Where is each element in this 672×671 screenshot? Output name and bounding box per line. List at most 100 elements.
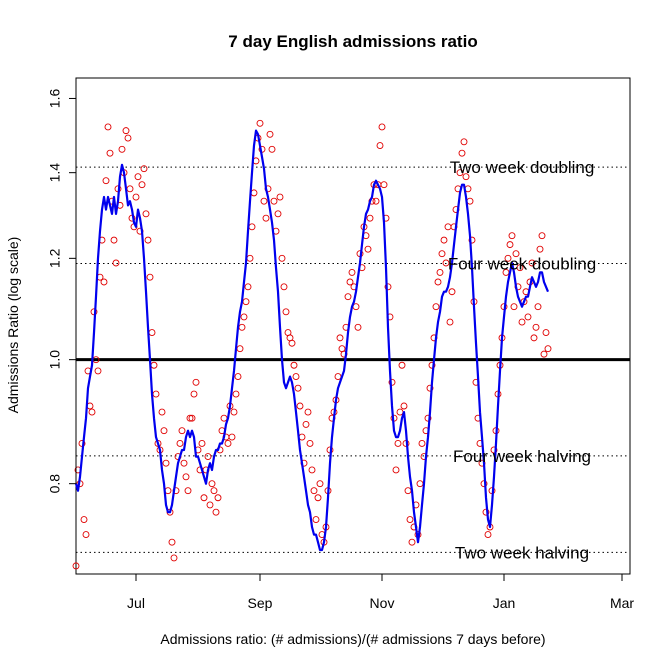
data-point	[144, 236, 152, 244]
data-point	[246, 254, 254, 262]
data-point	[170, 554, 178, 562]
data-point	[444, 223, 452, 231]
reference-line-label: Two week halving	[455, 543, 589, 562]
data-point	[458, 149, 466, 157]
y-tick-label: 1.6	[47, 89, 63, 109]
data-point	[104, 123, 112, 131]
data-point	[456, 169, 464, 177]
data-point	[508, 232, 516, 240]
reference-line-label: Four week halving	[453, 447, 591, 466]
data-point	[372, 197, 380, 205]
data-point	[238, 323, 246, 331]
data-point	[200, 494, 208, 502]
data-point	[184, 487, 192, 495]
data-point	[100, 278, 108, 286]
data-point	[512, 250, 520, 258]
data-point	[316, 480, 324, 488]
data-point	[210, 487, 218, 495]
data-point	[280, 283, 288, 291]
data-point	[220, 414, 228, 422]
data-point	[378, 123, 386, 131]
data-point	[538, 232, 546, 240]
y-tick-label: 0.8	[47, 474, 63, 494]
data-point	[528, 259, 536, 267]
data-point	[396, 408, 404, 416]
data-point	[384, 283, 392, 291]
data-point	[288, 339, 296, 347]
data-point	[432, 303, 440, 311]
data-point	[310, 487, 318, 495]
data-point	[80, 516, 88, 523]
data-point	[544, 345, 552, 353]
data-point	[168, 538, 176, 546]
data-point	[536, 245, 544, 253]
data-point	[88, 408, 96, 416]
data-point	[468, 236, 476, 244]
data-point	[106, 149, 114, 157]
data-point	[406, 516, 414, 523]
data-point	[266, 130, 274, 138]
data-point	[250, 189, 258, 197]
data-point	[404, 487, 412, 495]
data-point	[314, 494, 322, 502]
data-point	[312, 516, 320, 523]
data-point	[94, 367, 102, 375]
data-point	[122, 127, 130, 135]
y-tick-label: 1.0	[47, 350, 63, 370]
data-point	[460, 138, 468, 146]
data-point	[150, 361, 158, 369]
y-tick-label: 1.2	[47, 248, 63, 268]
data-point	[206, 501, 214, 509]
data-point	[448, 288, 456, 296]
data-point	[366, 214, 374, 222]
data-point	[158, 408, 166, 416]
data-point	[344, 293, 352, 301]
data-point	[102, 177, 110, 185]
data-point	[260, 197, 268, 205]
data-point	[490, 446, 498, 454]
data-point	[146, 273, 154, 281]
data-point	[278, 254, 286, 262]
data-point	[124, 134, 132, 142]
data-point	[398, 361, 406, 369]
data-point	[268, 145, 276, 153]
plot-area: Two week doubling Four week doubling Four …	[47, 77, 634, 611]
data-point	[348, 268, 356, 276]
data-point	[296, 402, 304, 410]
data-point	[198, 440, 206, 447]
data-point	[112, 259, 120, 267]
data-point	[466, 197, 474, 205]
data-point	[530, 334, 538, 342]
data-point	[424, 414, 432, 422]
data-point	[436, 268, 444, 276]
data-point	[160, 427, 168, 435]
data-point	[442, 259, 450, 267]
data-point	[110, 236, 118, 244]
data-point	[232, 390, 240, 398]
data-point	[228, 433, 236, 441]
data-point	[306, 440, 314, 447]
data-point	[230, 408, 238, 416]
x-tick-label: Mar	[610, 595, 634, 611]
data-point	[408, 538, 416, 546]
chart-title: 7 day English admissions ratio	[228, 32, 477, 51]
data-point	[416, 480, 424, 488]
data-point	[292, 373, 300, 381]
data-point	[148, 329, 156, 337]
data-point	[182, 473, 190, 481]
data-point	[236, 345, 244, 353]
data-point	[336, 334, 344, 342]
data-point	[446, 318, 454, 326]
data-point	[178, 427, 186, 435]
data-point	[126, 185, 134, 193]
x-tick-label: Jul	[127, 595, 145, 611]
data-point	[276, 193, 284, 201]
data-point	[180, 459, 188, 467]
data-point	[204, 453, 212, 461]
data-point	[162, 459, 170, 467]
data-point	[388, 378, 396, 386]
series-line	[74, 129, 550, 552]
data-point	[426, 384, 434, 392]
data-point	[518, 318, 526, 326]
